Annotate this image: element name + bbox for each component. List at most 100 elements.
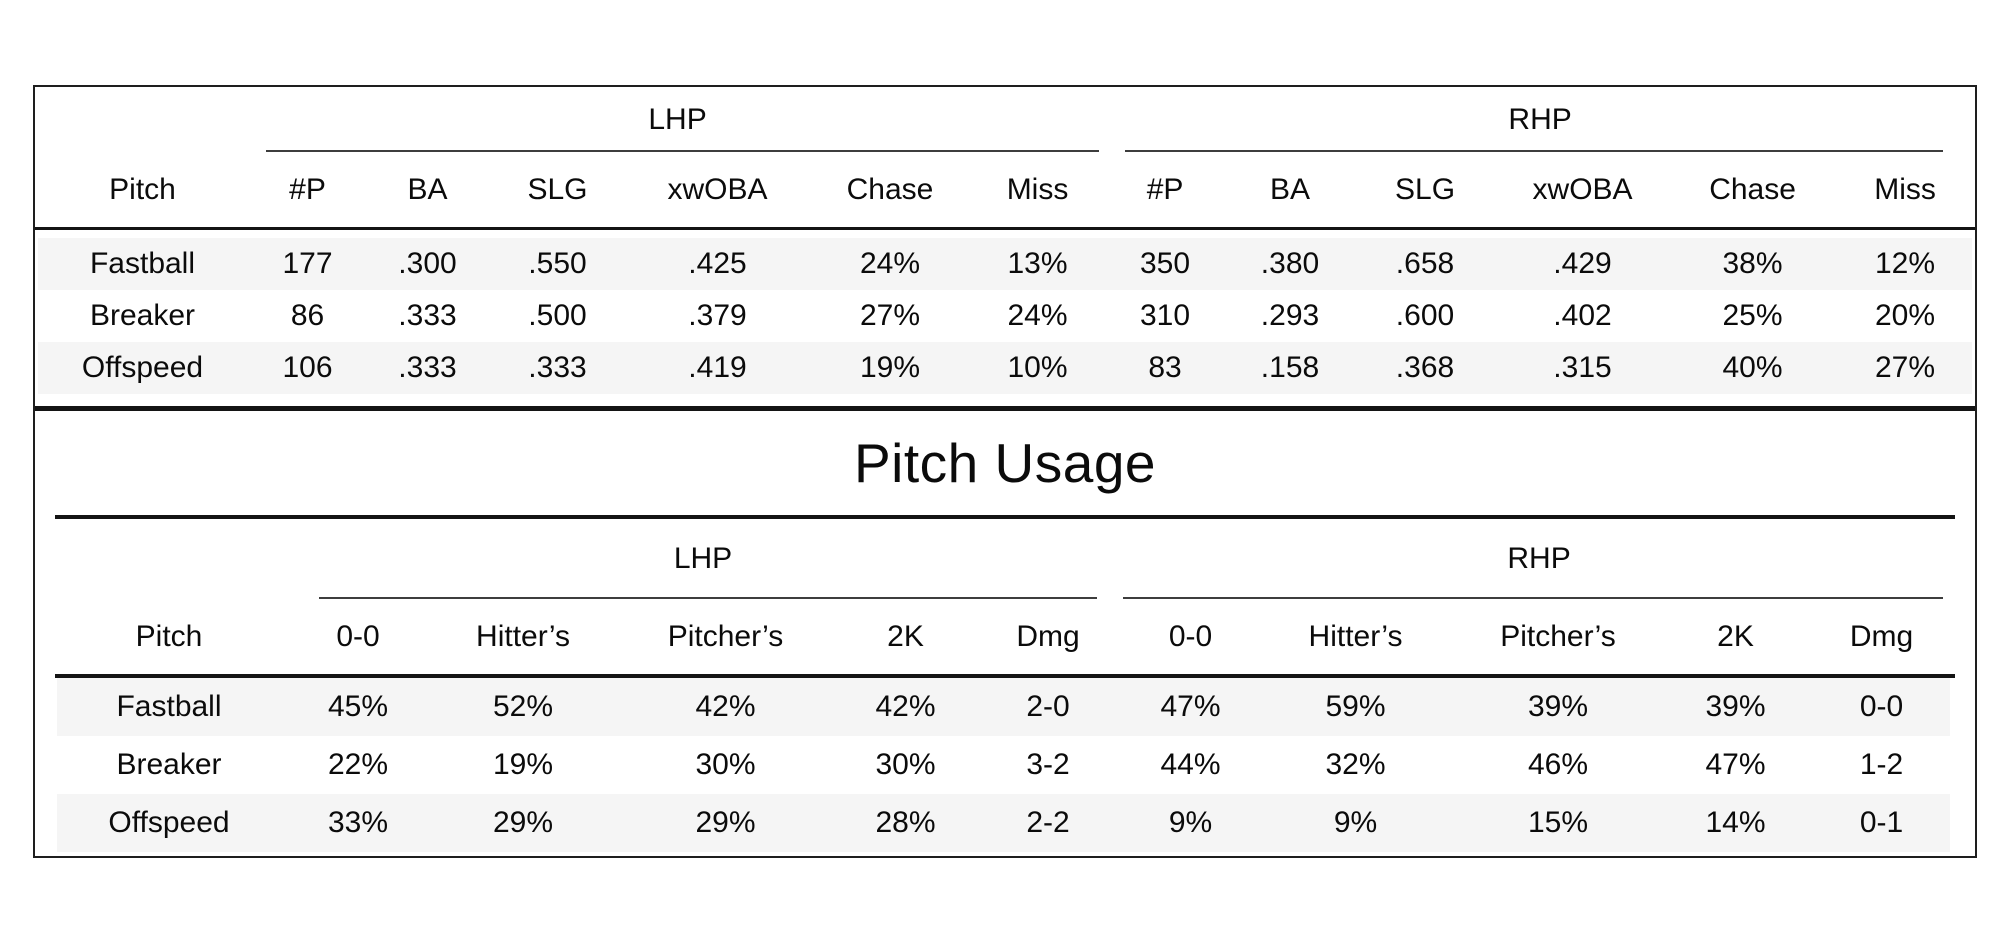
table-cell: .293 <box>1260 299 1320 332</box>
table-cell: .333 <box>398 351 457 384</box>
table-cell: .550 <box>528 247 587 280</box>
column-header: #P <box>1146 172 1184 206</box>
table-cell: .500 <box>528 299 587 332</box>
table-cell: 39% <box>1705 690 1766 723</box>
group-spacer <box>35 87 250 152</box>
group-header-rhp: RHP <box>1103 519 1975 599</box>
table-cell: 13% <box>1007 247 1068 280</box>
table-cell: 3-2 <box>1026 748 1070 781</box>
group-header-lhp: LHP <box>303 519 1103 599</box>
table-row: Offspeed 106 .333 .333 .419 19% 10% 83 .… <box>35 342 1975 394</box>
table-cell: 350 <box>1139 247 1191 280</box>
table-cell: 177 <box>282 247 333 280</box>
table-cell: 47% <box>1705 748 1766 781</box>
column-header: Chase <box>846 172 934 206</box>
usage-group-row: LHP RHP <box>35 519 1975 599</box>
column-header: BA <box>407 172 448 206</box>
table-cell: 1-2 <box>1859 748 1904 781</box>
table-cell: 59% <box>1325 690 1386 723</box>
table-cell: 38% <box>1722 247 1783 280</box>
row-label: Offspeed <box>108 806 230 839</box>
table-cell: 30% <box>695 748 756 781</box>
table-cell: 10% <box>1007 351 1068 384</box>
table-cell: 12% <box>1874 247 1936 280</box>
table-cell: .379 <box>688 299 747 332</box>
table-cell: .429 <box>1553 247 1612 280</box>
column-header: Miss <box>1874 172 1936 206</box>
table-cell: 45% <box>327 690 389 723</box>
table-cell: 32% <box>1325 748 1386 781</box>
title-divider <box>55 515 1955 519</box>
table-cell: 0-0 <box>1859 690 1904 723</box>
row-label: Breaker <box>89 299 196 332</box>
section-title: Pitch Usage <box>853 432 1157 494</box>
column-header: Dmg <box>1849 619 1914 653</box>
table-cell: 15% <box>1527 806 1589 839</box>
table-cell: 14% <box>1705 806 1766 839</box>
table-cell: 86 <box>290 299 325 332</box>
column-header: SLG <box>1395 172 1456 206</box>
column-header: 0-0 <box>1168 619 1213 653</box>
section-divider <box>35 406 1975 411</box>
table-cell: .300 <box>398 247 457 280</box>
column-header: Pitcher’s <box>1500 619 1616 653</box>
table-cell: .419 <box>688 351 747 384</box>
table-cell: 83 <box>1148 351 1182 384</box>
table-cell: 19% <box>492 748 554 781</box>
table-cell: .658 <box>1395 247 1455 280</box>
table-cell: 22% <box>327 748 389 781</box>
results-table-body-wrap: Fastball 177 .300 .550 .425 24% 13% 350 … <box>35 230 1975 406</box>
column-header: SLG <box>527 172 588 206</box>
column-header: Dmg <box>1016 619 1080 653</box>
results-table-body: Fastball 177 .300 .550 .425 24% 13% 350 … <box>35 238 1975 394</box>
table-cell: 42% <box>695 690 756 723</box>
header-divider <box>35 227 1975 230</box>
table-cell: .380 <box>1260 247 1320 280</box>
table-cell: 30% <box>875 748 936 781</box>
table-cell: 106 <box>282 351 333 384</box>
table-cell: 27% <box>859 299 921 332</box>
table-cell: 9% <box>1168 806 1213 839</box>
table-cell: 24% <box>1007 299 1068 332</box>
column-header: 0-0 <box>336 619 380 653</box>
usage-table-body-wrap: Fastball 45% 52% 42% 42% 2-0 47% 59% 39%… <box>35 678 1975 856</box>
row-label: Offspeed <box>81 351 204 384</box>
results-table-header: LHP RHP Pitch #P BA SLG xwOBA Chase Miss… <box>35 87 1975 227</box>
table-cell: .402 <box>1553 299 1612 332</box>
header-divider <box>55 674 1955 678</box>
table-cell: 44% <box>1160 748 1221 781</box>
pitch-stats-card: LHP RHP Pitch #P BA SLG xwOBA Chase Miss… <box>33 85 1977 858</box>
table-cell: .425 <box>688 247 747 280</box>
usage-table-header: LHP RHP Pitch 0-0 Hitter’s Pitcher’s 2K … <box>35 519 1975 674</box>
table-cell: 47% <box>1160 690 1221 723</box>
group-spacer <box>35 519 303 599</box>
column-header: 2K <box>887 619 924 653</box>
table-cell: 33% <box>327 806 389 839</box>
column-header: 2K <box>1717 619 1754 653</box>
row-label: Fastball <box>89 247 196 280</box>
table-cell: .315 <box>1553 351 1612 384</box>
row-label: Fastball <box>116 690 222 723</box>
table-cell: 42% <box>875 690 936 723</box>
table-row: Offspeed 33% 29% 29% 28% 2-2 9% 9% 15% 1… <box>35 794 1975 852</box>
column-header: Hitter’s <box>1308 619 1403 653</box>
column-header: Miss <box>1006 172 1069 206</box>
column-header: Pitcher’s <box>667 619 784 653</box>
table-cell: 40% <box>1722 351 1783 384</box>
table-cell: 2-0 <box>1026 690 1070 723</box>
table-cell: .368 <box>1395 351 1455 384</box>
table-row: Breaker 86 .333 .500 .379 27% 24% 310 .2… <box>35 290 1975 342</box>
table-cell: 46% <box>1527 748 1589 781</box>
table-cell: .158 <box>1260 351 1320 384</box>
table-cell: 39% <box>1527 690 1589 723</box>
table-row: Fastball 177 .300 .550 .425 24% 13% 350 … <box>35 238 1975 290</box>
table-cell: .600 <box>1395 299 1455 332</box>
column-header: Hitter’s <box>476 619 570 653</box>
row-label: Breaker <box>116 748 222 781</box>
table-cell: 9% <box>1333 806 1378 839</box>
usage-table-body: Fastball 45% 52% 42% 42% 2-0 47% 59% 39%… <box>35 678 1975 852</box>
table-cell: 310 <box>1139 299 1191 332</box>
table-cell: 20% <box>1874 299 1936 332</box>
column-header-pitch: Pitch <box>109 172 176 206</box>
table-cell: 2-2 <box>1026 806 1070 839</box>
